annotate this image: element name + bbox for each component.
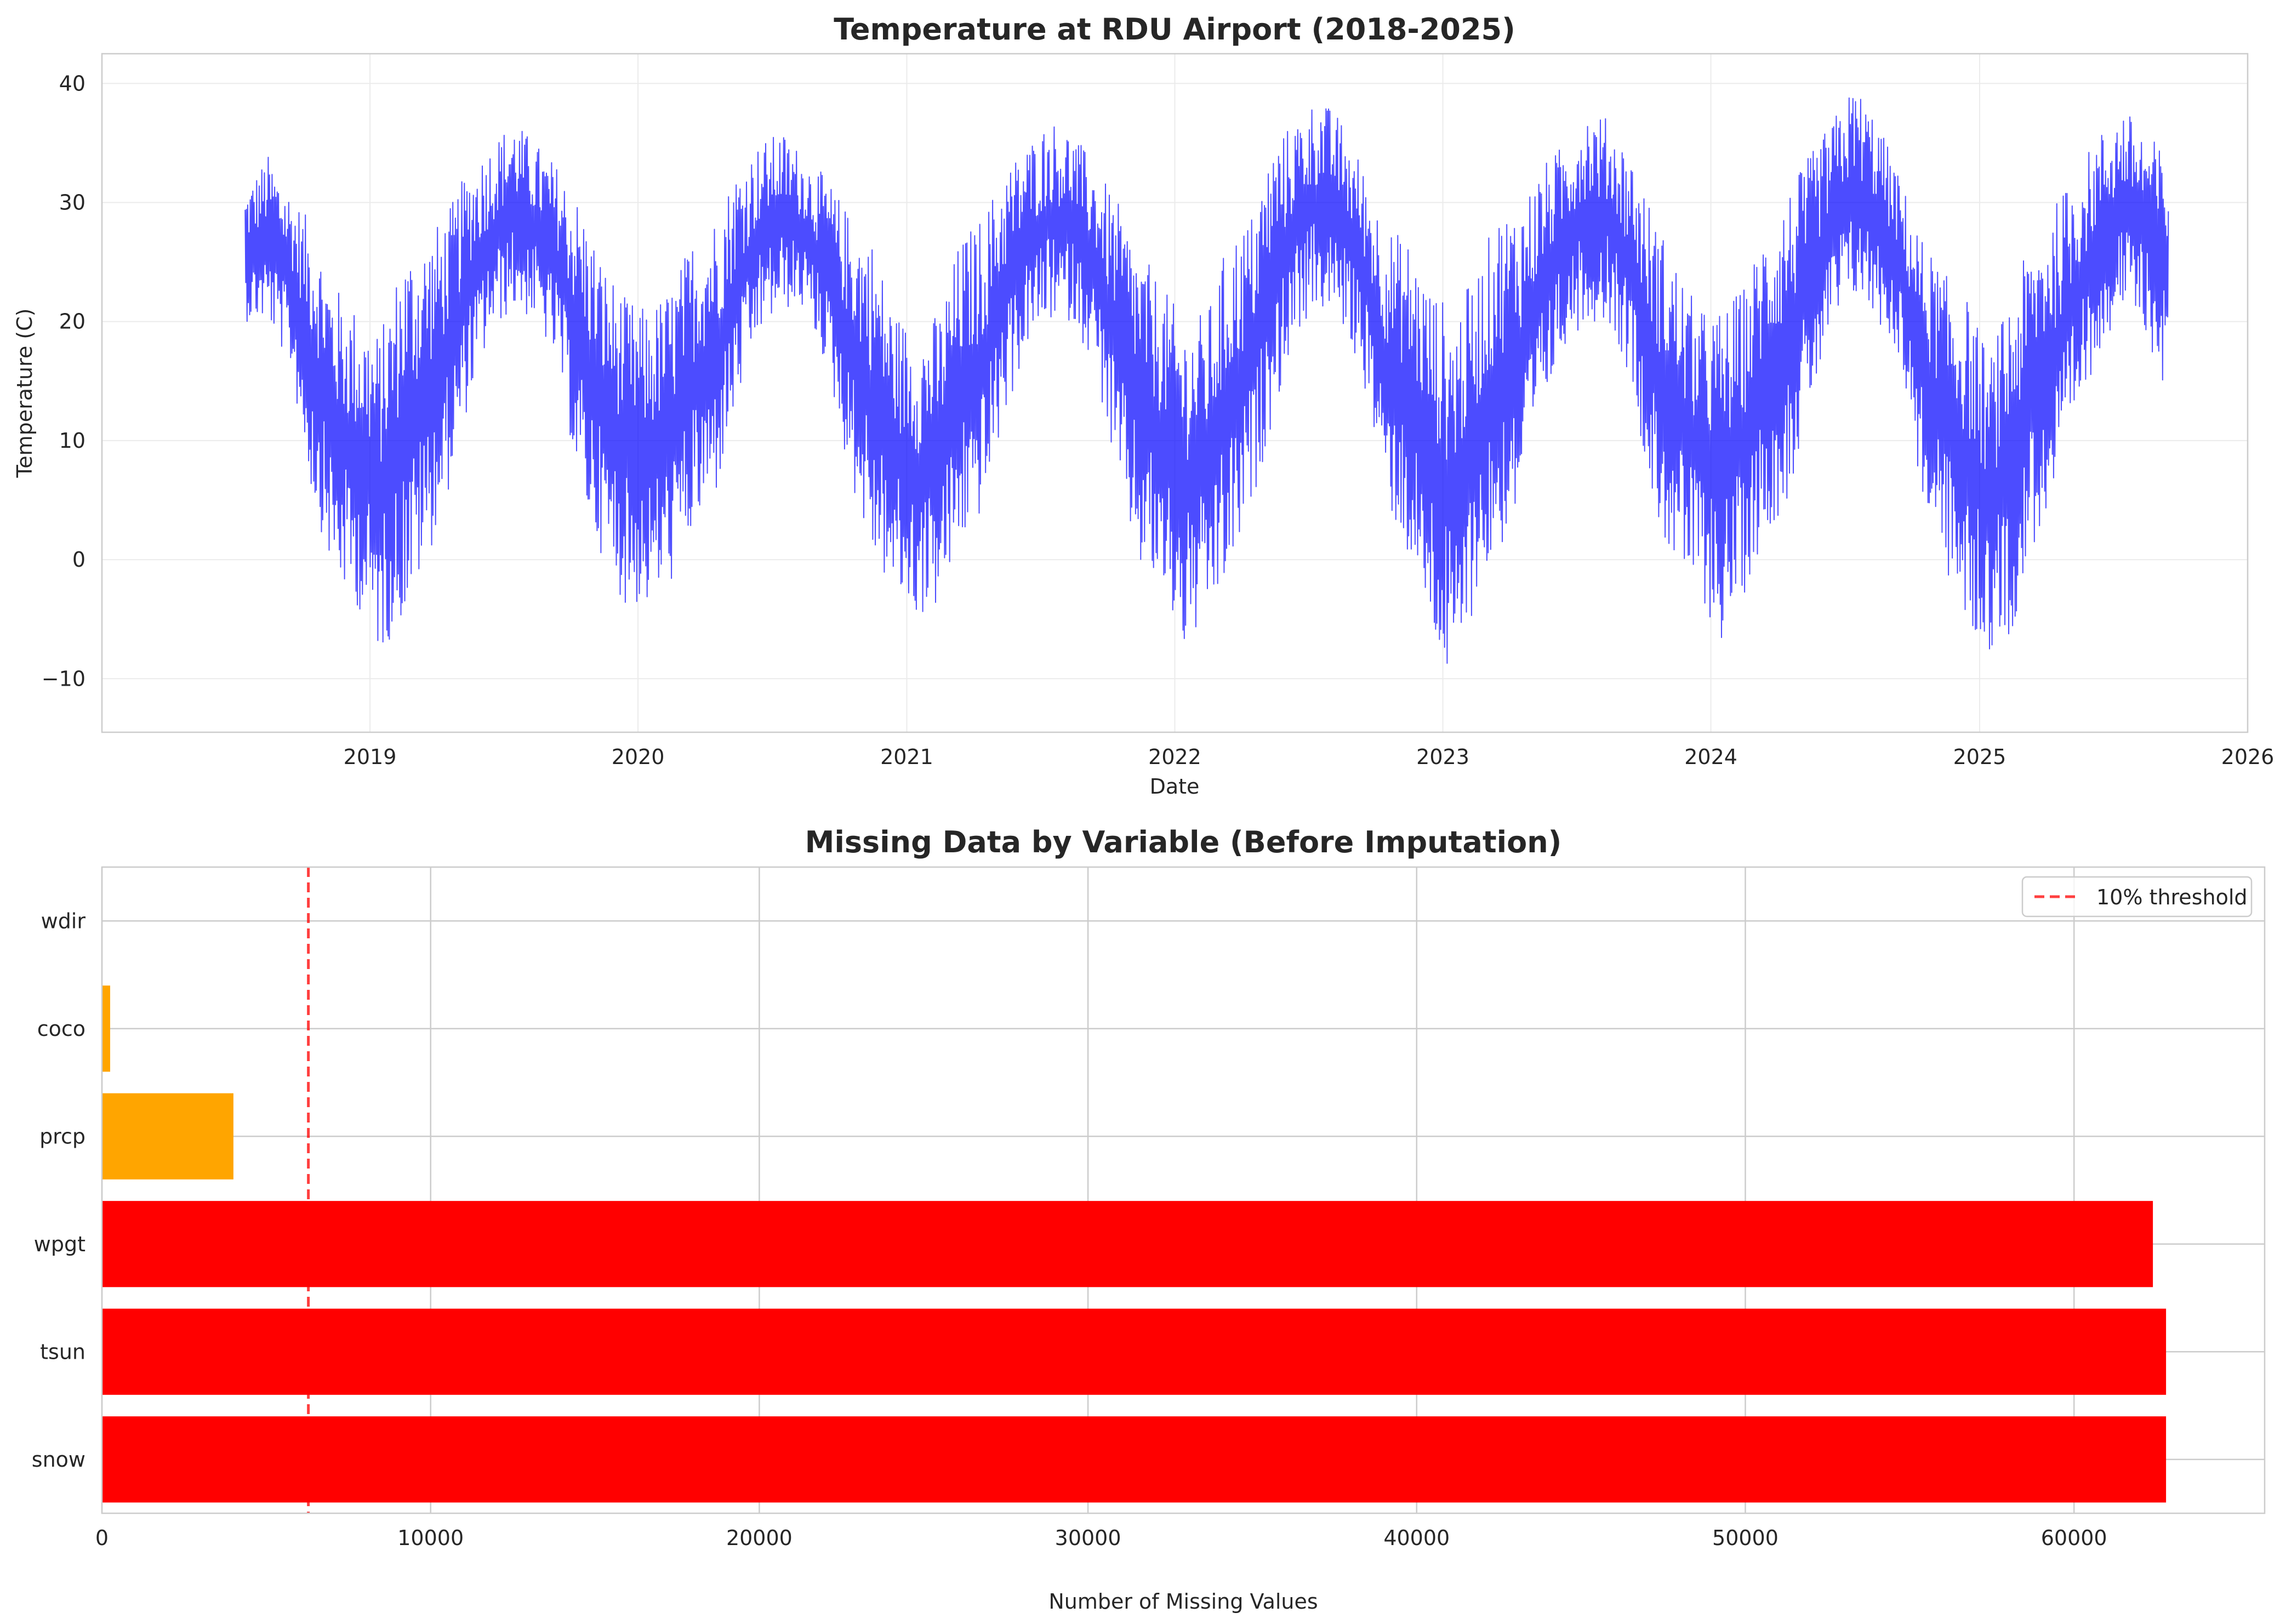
temperature-x-ticks: 2019 2020 2021 2022 2023 2024 2025 2026 [344,745,2275,769]
legend: 10% threshold [2021,876,2253,918]
temperature-y-tick-label: 30 [59,190,86,214]
missing-data-y-tick-label: wpgt [34,1232,86,1256]
missing-data-x-ticks: 0 10000 20000 30000 40000 50000 60000 [95,1526,2107,1550]
temperature-plot-frame [101,53,2249,733]
missing-data-chart: 0 10000 20000 30000 40000 50000 60000 snow tsun… [32,825,2266,1614]
missing-data-y-tick-label: snow [32,1448,86,1472]
temperature-x-axis-label: Date [1150,774,1200,799]
temperature-x-tick-label: 2019 [344,745,397,769]
bar-tsun [102,1308,2167,1395]
missing-data-x-tick-label: 30000 [1055,1526,1121,1550]
bar-snow [102,1416,2167,1503]
temperature-x-tick-label: 2024 [1684,745,1737,769]
legend-threshold-label: 10% threshold [2096,885,2248,909]
temperature-x-tick-label: 2023 [1416,745,1469,769]
temperature-x-tick-label: 2026 [2221,745,2275,769]
missing-data-y-tick-label: wdir [41,909,86,933]
legend-box [2021,876,2253,918]
missing-data-x-tick-label: 0 [95,1526,109,1550]
temperature-y-ticks: −10 0 10 20 30 40 [42,71,86,691]
missing-data-x-tick-label: 10000 [397,1526,464,1550]
missing-data-plot-area [102,867,2265,1513]
temperature-y-tick-label: 40 [59,71,86,95]
missing-data-x-tick-label: 50000 [1712,1526,1779,1550]
temperature-chart: 2019 2020 2021 2022 2023 2024 2025 2026 −10 0 10 2… [13,12,2274,799]
temperature-x-tick-label: 2025 [1953,745,2007,769]
temperature-series [244,97,2169,664]
temperature-x-tick-label: 2020 [612,745,665,769]
temperature-y-tick-label: 20 [59,310,86,334]
temperature-y-tick-label: −10 [42,666,86,691]
missing-data-bars [102,985,2167,1503]
temperature-y-tick-label: 0 [72,548,86,572]
temperature-line [244,97,2169,664]
missing-data-y-tick-label: tsun [40,1340,86,1364]
missing-data-plot-frame [101,866,2266,1514]
missing-data-x-axis-label: Number of Missing Values [1048,1589,1318,1614]
temperature-chart-title: Temperature at RDU Airport (2018-2025) [834,12,1515,47]
bar-prcp [102,1093,233,1179]
missing-data-y-tick-label: prcp [39,1124,86,1148]
missing-data-y-tick-label: coco [37,1017,86,1041]
bar-coco [102,985,110,1072]
temperature-y-axis-label: Temperature (C) [13,309,37,478]
missing-data-chart-title: Missing Data by Variable (Before Imputat… [805,825,1562,859]
missing-data-x-tick-label: 60000 [2041,1526,2107,1550]
missing-data-y-ticks: snow tsun wpgt prcp coco wdir [32,909,86,1472]
bar-wpgt [102,1201,2153,1287]
temperature-x-tick-label: 2022 [1148,745,1201,769]
temperature-y-tick-label: 10 [59,429,86,453]
temperature-x-tick-label: 2021 [880,745,933,769]
missing-data-x-tick-label: 20000 [726,1526,793,1550]
missing-data-x-tick-label: 40000 [1383,1526,1450,1550]
